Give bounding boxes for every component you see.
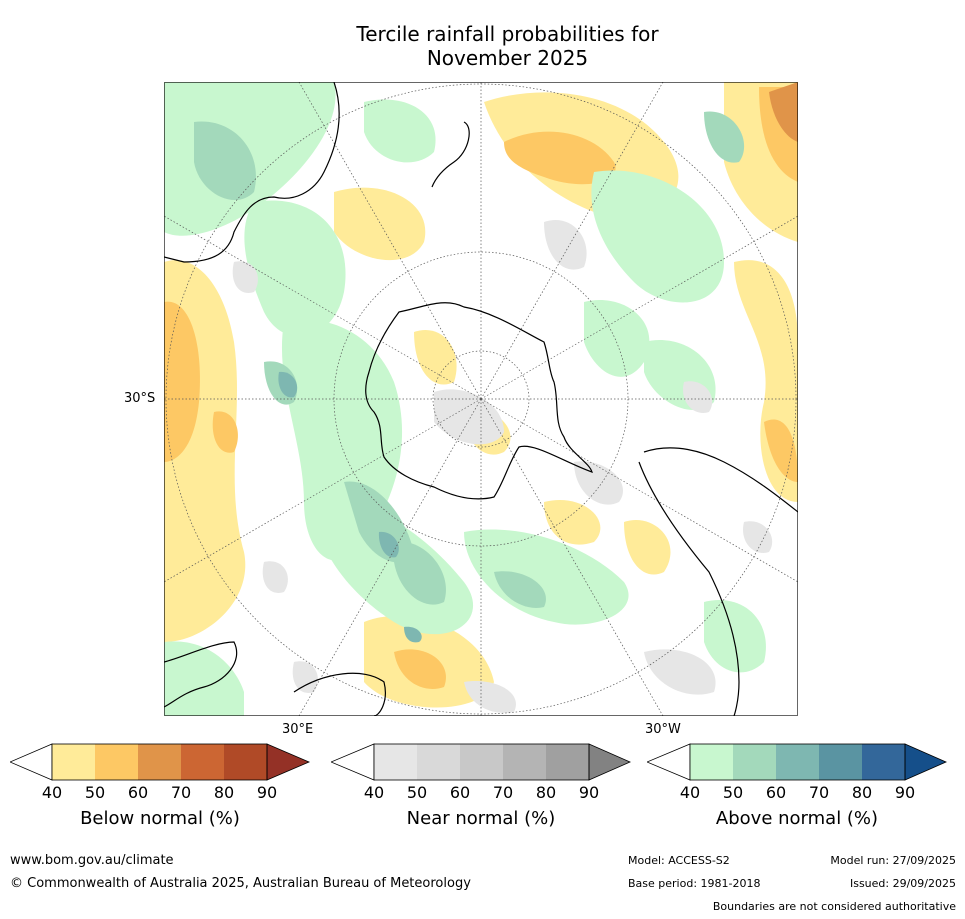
colorbar-above xyxy=(647,743,947,781)
colorbar-above-tick: 40 xyxy=(679,783,701,802)
lon-30e-label: 30°E xyxy=(282,722,314,737)
colorbar-near-bin-50-60 xyxy=(417,744,460,780)
colorbar-near-tick: 80 xyxy=(535,783,557,802)
australia-coastline xyxy=(164,82,340,263)
disclaimer-text: Boundaries are not considered authoritat… xyxy=(712,900,956,913)
colorbar-above-bin-70-80 xyxy=(819,744,862,780)
new-zealand-coastline xyxy=(431,121,470,188)
colorbar-near-max-extend xyxy=(588,743,631,781)
colorbar-near-bin-40-50 xyxy=(374,744,417,780)
colorbar-near-tick: 90 xyxy=(578,783,600,802)
colorbar-above-tick: 70 xyxy=(808,783,830,802)
colorbar-below-bin-60-70 xyxy=(138,744,181,780)
colorbar-above-tick: 90 xyxy=(894,783,916,802)
colorbar-above-tick: 50 xyxy=(722,783,744,802)
colorbar-below xyxy=(10,743,310,781)
chart-title-line2: November 2025 xyxy=(426,46,589,70)
colorbar-above-tick: 80 xyxy=(851,783,873,802)
chart-title: Tercile rainfall probabilities for Novem… xyxy=(300,22,715,70)
below-normal-regions-60 xyxy=(769,82,798,142)
africa-tip-coastline xyxy=(293,672,386,716)
coastlines xyxy=(164,82,798,716)
colorbar-near-bin-60-70 xyxy=(460,744,503,780)
colorbar-above-bin-60-70 xyxy=(776,744,819,780)
colorbar-near-tick: 40 xyxy=(363,783,385,802)
colorbar-above-max-extend xyxy=(904,743,947,781)
colorbar-below-tick: 50 xyxy=(84,783,106,802)
colorbar-near-title: Near normal (%) xyxy=(406,808,556,829)
colorbar-below-bin-70-80 xyxy=(181,744,224,780)
model-run-text: Model run: 27/09/2025 xyxy=(830,854,956,867)
colorbar-below-tick: 40 xyxy=(41,783,63,802)
website-link[interactable]: www.bom.gov.au/climate xyxy=(10,853,174,868)
colorbar-below-max-extend xyxy=(266,743,310,781)
lon-30w-label: 30°W xyxy=(645,722,681,737)
model-text: Model: ACCESS-S2 xyxy=(628,854,730,867)
lat-30s-label: 30°S xyxy=(124,391,156,406)
polar-map[interactable] xyxy=(164,82,798,716)
base-period-text: Base period: 1981-2018 xyxy=(628,877,761,890)
above-normal-regions-50 xyxy=(194,111,745,608)
issued-text: Issued: 29/09/2025 xyxy=(849,877,956,890)
colorbar-above-title: Above normal (%) xyxy=(715,808,879,829)
antarctica-coastline xyxy=(365,302,593,500)
colorbar-below-bin-80-90 xyxy=(224,744,267,780)
colorbar-below-tick: 60 xyxy=(127,783,149,802)
colorbar-above-tick: 60 xyxy=(765,783,787,802)
africa-coastline xyxy=(164,641,238,708)
colorbar-below-tick: 90 xyxy=(256,783,278,802)
chart-title-line1: Tercile rainfall probabilities for xyxy=(356,22,659,46)
colorbar-near xyxy=(331,743,631,781)
colorbar-above-min-extend xyxy=(647,743,691,781)
colorbar-below-bin-50-60 xyxy=(95,744,138,780)
colorbar-near-tick: 70 xyxy=(492,783,514,802)
colorbar-near-min-extend xyxy=(331,743,375,781)
near-normal-regions xyxy=(232,220,773,713)
colorbar-above-bin-50-60 xyxy=(733,744,776,780)
colorbar-near-bin-80-90 xyxy=(546,744,589,780)
colorbar-near-tick: 50 xyxy=(406,783,428,802)
colorbar-near-tick: 60 xyxy=(449,783,471,802)
colorbar-below-bin-40-50 xyxy=(52,744,95,780)
south-america-west-coast xyxy=(638,461,740,716)
colorbar-above-bin-80-90 xyxy=(862,744,905,780)
colorbar-above-bin-40-50 xyxy=(690,744,733,780)
south-america-coastline xyxy=(643,447,798,513)
colorbar-below-min-extend xyxy=(10,743,53,781)
colorbar-below-tick: 70 xyxy=(170,783,192,802)
colorbar-below-title: Below normal (%) xyxy=(80,808,240,829)
copyright-text: © Commonwealth of Australia 2025, Austra… xyxy=(10,876,471,891)
graticule xyxy=(164,82,798,716)
colorbar-below-tick: 80 xyxy=(213,783,235,802)
colorbar-near-bin-70-80 xyxy=(503,744,546,780)
